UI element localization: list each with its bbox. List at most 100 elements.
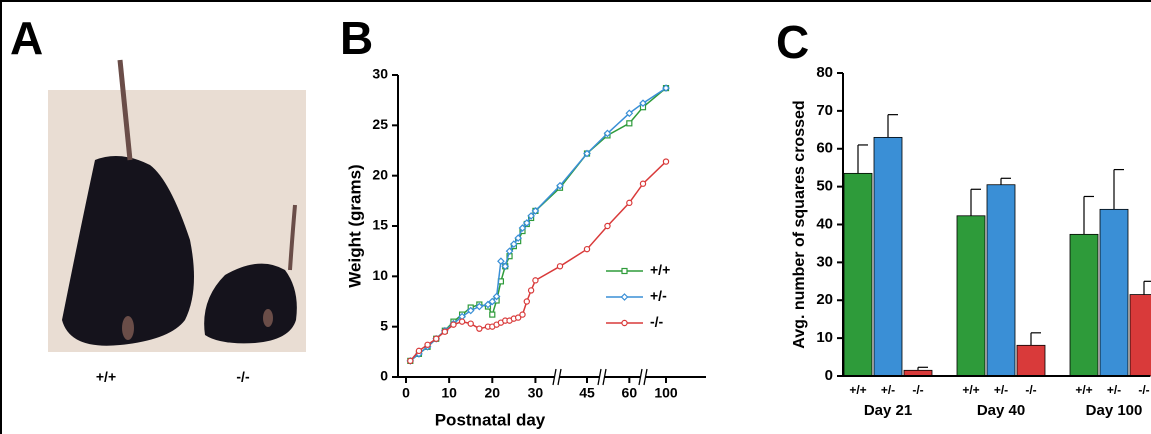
marker bbox=[514, 234, 523, 242]
genotype-label: -/- bbox=[236, 369, 250, 385]
marker bbox=[662, 158, 670, 165]
bar bbox=[843, 172, 873, 377]
series-label: -/- bbox=[912, 383, 923, 397]
marker bbox=[489, 311, 496, 318]
axis-break bbox=[638, 368, 648, 386]
marker bbox=[450, 321, 457, 328]
marker bbox=[531, 207, 540, 215]
axis-break bbox=[597, 368, 607, 386]
marker bbox=[621, 319, 628, 327]
legend-label: +/+ bbox=[650, 262, 670, 278]
photo bbox=[48, 59, 306, 352]
y-tick-label: 0 bbox=[380, 368, 388, 384]
x-axis-label: Postnatal day bbox=[435, 410, 546, 429]
marker bbox=[522, 219, 531, 227]
bar bbox=[986, 184, 1016, 377]
marker bbox=[441, 328, 449, 335]
marker bbox=[639, 99, 647, 108]
y-tick-label: 70 bbox=[816, 102, 833, 119]
panel-label: B bbox=[340, 12, 373, 64]
marker bbox=[583, 245, 591, 253]
marker bbox=[510, 240, 518, 248]
x-tick-label: 45 bbox=[579, 385, 595, 401]
series-label: +/- bbox=[881, 383, 895, 397]
series-label: -/- bbox=[1138, 383, 1149, 397]
bar bbox=[956, 215, 986, 377]
marker bbox=[604, 222, 611, 230]
y-tick-label: 5 bbox=[380, 317, 388, 333]
marker bbox=[556, 263, 564, 270]
series-label: +/+ bbox=[1075, 383, 1092, 397]
y-tick-label: 20 bbox=[816, 291, 833, 308]
series-line bbox=[409, 87, 667, 362]
marker bbox=[492, 292, 501, 301]
marker bbox=[433, 335, 440, 342]
y-axis-label: Weight (grams) bbox=[345, 164, 364, 287]
y-tick-label: 60 bbox=[816, 140, 833, 157]
axis-break bbox=[552, 368, 562, 386]
panel-label: C bbox=[776, 16, 809, 68]
series-label: +/+ bbox=[849, 383, 866, 397]
marker bbox=[415, 347, 423, 355]
marker bbox=[518, 224, 527, 232]
series-label: +/- bbox=[994, 383, 1008, 397]
marker bbox=[519, 311, 526, 318]
bar bbox=[1016, 344, 1046, 377]
marker bbox=[532, 277, 539, 284]
bar bbox=[873, 136, 903, 377]
x-tick-label: 20 bbox=[484, 385, 500, 401]
marker bbox=[475, 302, 484, 311]
genotype-label: +/+ bbox=[96, 369, 116, 385]
series-label: +/- bbox=[1107, 383, 1121, 397]
bar bbox=[1129, 294, 1151, 377]
marker bbox=[484, 300, 492, 309]
panel-label: A bbox=[10, 12, 43, 64]
marker bbox=[466, 306, 475, 315]
y-axis-label: Avg. number of squares crossed bbox=[791, 100, 808, 348]
bar bbox=[1099, 208, 1129, 377]
y-tick-label: 40 bbox=[816, 215, 833, 232]
marker bbox=[662, 84, 670, 92]
y-tick-label: 30 bbox=[372, 66, 388, 82]
series-label: -/- bbox=[1025, 383, 1036, 397]
y-tick-label: 25 bbox=[372, 116, 388, 132]
marker bbox=[505, 247, 514, 256]
marker bbox=[514, 314, 522, 321]
x-tick-label: 100 bbox=[654, 385, 678, 401]
y-tick-label: 0 bbox=[825, 367, 833, 384]
series-line bbox=[409, 87, 667, 362]
y-tick-label: 50 bbox=[816, 178, 833, 195]
legend-label: -/- bbox=[650, 314, 664, 330]
legend-label: +/- bbox=[650, 288, 667, 304]
marker bbox=[424, 341, 431, 348]
marker bbox=[626, 120, 633, 127]
y-tick-label: 10 bbox=[816, 329, 833, 346]
marker bbox=[626, 199, 633, 207]
x-tick-label: Day 100 bbox=[1086, 402, 1143, 419]
x-tick-label: 10 bbox=[441, 385, 457, 401]
marker bbox=[458, 318, 466, 325]
x-tick-label: 30 bbox=[528, 385, 544, 401]
marker bbox=[603, 129, 612, 138]
axis-break bbox=[554, 369, 560, 385]
y-tick-label: 30 bbox=[816, 253, 833, 270]
marker bbox=[407, 357, 414, 365]
series-line bbox=[409, 161, 667, 362]
marker bbox=[583, 149, 591, 158]
x-tick-label: Day 21 bbox=[864, 402, 912, 419]
marker bbox=[467, 320, 474, 327]
marker bbox=[527, 287, 535, 294]
series-label: +/+ bbox=[962, 383, 979, 397]
x-tick-label: 0 bbox=[402, 385, 410, 401]
y-tick-label: 15 bbox=[372, 217, 388, 233]
marker bbox=[497, 257, 505, 266]
axis-break bbox=[599, 369, 605, 385]
y-tick-label: 10 bbox=[372, 267, 388, 283]
marker bbox=[523, 298, 531, 305]
marker bbox=[501, 262, 510, 271]
marker bbox=[556, 181, 564, 190]
marker bbox=[639, 180, 647, 187]
y-tick-label: 80 bbox=[816, 64, 833, 81]
marker bbox=[620, 293, 629, 301]
